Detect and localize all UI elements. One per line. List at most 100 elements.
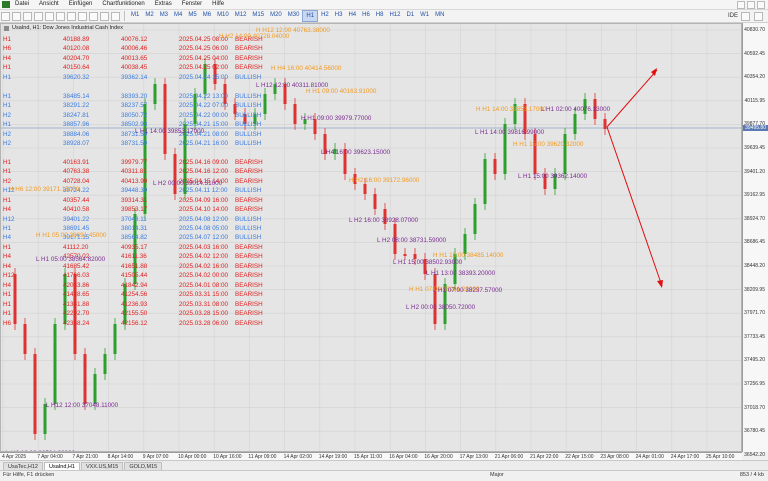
timeframe-m4[interactable]: M4 (174, 12, 183, 18)
market-watch-icon[interactable] (23, 11, 32, 21)
minimize-icon[interactable] (737, 1, 745, 9)
signal-date: 2025.04.25 08:00 (179, 36, 229, 43)
timeframe-m1[interactable]: M1 (131, 12, 140, 18)
menu-tools[interactable]: Extras (154, 1, 172, 7)
signal-p1: 40163.91 (63, 158, 90, 166)
low-label: L H6 12:00 36564.82000 (6, 450, 75, 451)
tile-windows-icon[interactable] (111, 11, 120, 21)
menu-help[interactable]: Hilfe (212, 1, 225, 7)
current-price-label: 39495.80 (743, 125, 768, 131)
time-label: 9 Apr 07:00 (142, 454, 169, 460)
profiles-icon[interactable] (12, 11, 21, 21)
candle-body (13, 274, 17, 324)
restore-icon[interactable] (747, 1, 755, 9)
signal-date: 2025.03.28 06:00 (179, 319, 229, 327)
signal-p1: 38928.07 (63, 139, 90, 147)
signal-p1: 42033.86 (63, 281, 90, 289)
signal-p1: 38691.45 (63, 225, 90, 232)
chart-tab[interactable]: UsaTec,H12 (3, 462, 43, 471)
menu-charts[interactable]: Chartfunktionen (102, 1, 145, 7)
signal-p1: 39620.32 (63, 73, 90, 81)
zoom-in-icon[interactable] (89, 11, 98, 21)
ide-label[interactable]: IDE (727, 13, 738, 19)
timeframe-m30[interactable]: M30 (287, 12, 300, 18)
high-label: H H12 12:00 40763.38000 (256, 27, 330, 34)
signal-date: 2025.04.15 14:00 (179, 177, 229, 185)
signal-p2: 38731.59 (121, 139, 148, 147)
signal-tf: H2 (3, 130, 12, 138)
search-icon[interactable] (741, 11, 750, 21)
timeframe-h3[interactable]: H3 (334, 12, 343, 18)
timeframe-h6[interactable]: H6 (362, 12, 370, 18)
timeframe-m10[interactable]: M10 (217, 12, 229, 18)
time-label: 7 Apr 04:00 (37, 454, 63, 460)
low-label: L H1 14:00 39816.99000 (475, 129, 545, 136)
chart-window[interactable]: UsaInd, H1: Dow Jones Industrial Cash In… (0, 23, 742, 452)
signal-p1: 41112.20 (63, 243, 89, 251)
time-axis[interactable]: 4 Apr 2025 7 Apr 04:00 7 Apr 21:00 8 Apr 14… (0, 452, 742, 460)
data-window-icon[interactable] (34, 11, 43, 21)
terminal-icon[interactable] (56, 11, 65, 21)
timeframe-m20[interactable]: M20 (270, 12, 282, 18)
signal-p2: 38050.72 (121, 111, 148, 119)
timeframe-m2[interactable]: M2 (145, 12, 154, 18)
signal-signal: BEARISH (235, 253, 263, 261)
timeframe-d1[interactable]: D1 (406, 12, 415, 18)
navigator-icon[interactable] (45, 11, 54, 21)
timeframe-h4[interactable]: H4 (348, 12, 357, 18)
signal-p1: 42368.24 (63, 319, 90, 327)
timeframe-m15[interactable]: M15 (252, 12, 265, 18)
high-label: H H1 07:00 38291.22000 (409, 286, 480, 293)
signal-p1: 38485.14 (63, 92, 90, 100)
menu-window[interactable]: Fenster (181, 1, 203, 7)
timeframe-h1[interactable]: H1 (302, 10, 319, 22)
price-label: 39162.95 (744, 192, 765, 199)
chart-tab[interactable]: VXX.US,M15 (80, 462, 124, 471)
candle-body (183, 124, 187, 194)
status-bar: Für Hilfe, F1 drücken Major 853 / 4 kb (0, 470, 768, 481)
new-chart-icon[interactable] (1, 11, 10, 21)
chart-tab[interactable]: UsaInd,H1 (43, 462, 80, 471)
signal-p2: 40006.46 (121, 45, 148, 53)
close-icon[interactable] (757, 1, 765, 9)
low-label: L H12 12:00 40311.81000 (256, 82, 329, 89)
menu-insert[interactable]: Einfügen (68, 1, 93, 7)
menu-file[interactable]: Datei (15, 1, 30, 7)
tester-icon[interactable] (67, 11, 76, 21)
zoom-out-icon[interactable] (100, 11, 109, 21)
signal-tf: H1 (3, 196, 12, 204)
toolbar: M1 M2 M3 M4 M5 M6 M10 M12 M15 M20 M30 H1 H2 H3 H4 H6 H8 H… (0, 10, 768, 23)
timeframe-m6[interactable]: M6 (202, 12, 212, 18)
price-chart[interactable] (1, 24, 742, 452)
signal-p1: 42292.70 (63, 310, 90, 318)
candle-body (593, 99, 597, 119)
timeframe-m12[interactable]: M12 (234, 12, 247, 18)
signal-tf: H1 (3, 73, 12, 81)
timeframe-m3[interactable]: M3 (159, 12, 169, 18)
timeframe-mn[interactable]: MN (435, 12, 445, 18)
chart-tab[interactable]: GOLD,M15 (124, 462, 163, 471)
signal-signal: BEARISH (235, 310, 263, 318)
candle-body (433, 274, 437, 324)
settings-icon[interactable] (754, 11, 763, 21)
menu-view[interactable]: Ansicht (39, 1, 59, 7)
signal-date: 2025.04.07 12:00 (179, 234, 229, 242)
timeframe-h2[interactable]: H2 (321, 12, 329, 18)
low-label: L H1 13:00 38393.20000 (426, 270, 496, 277)
signal-p1: 39724.22 (63, 187, 90, 195)
high-label: H H6 12:00 39171.15000 (9, 186, 80, 193)
candle-body (193, 94, 197, 124)
timeframe-m5[interactable]: M5 (188, 12, 197, 18)
timeframe-h12[interactable]: H12 (389, 12, 401, 18)
crosshair-icon[interactable] (78, 11, 87, 21)
signal-signal: BULLISH (235, 139, 262, 147)
price-axis[interactable]: 40830.70 40592.45 40354.20 40115.95 39877.70… (742, 23, 768, 458)
time-label: 15 Apr 11:00 (354, 454, 382, 460)
timeframe-h8[interactable]: H8 (375, 12, 384, 18)
signal-tf: H12 (3, 215, 15, 223)
signal-tf: H2 (3, 177, 12, 185)
signal-signal: BULLISH (235, 73, 262, 81)
symbol-icon (4, 25, 9, 31)
timeframe-w1[interactable]: W1 (420, 12, 430, 18)
signal-p2: 41236.93 (121, 300, 148, 308)
